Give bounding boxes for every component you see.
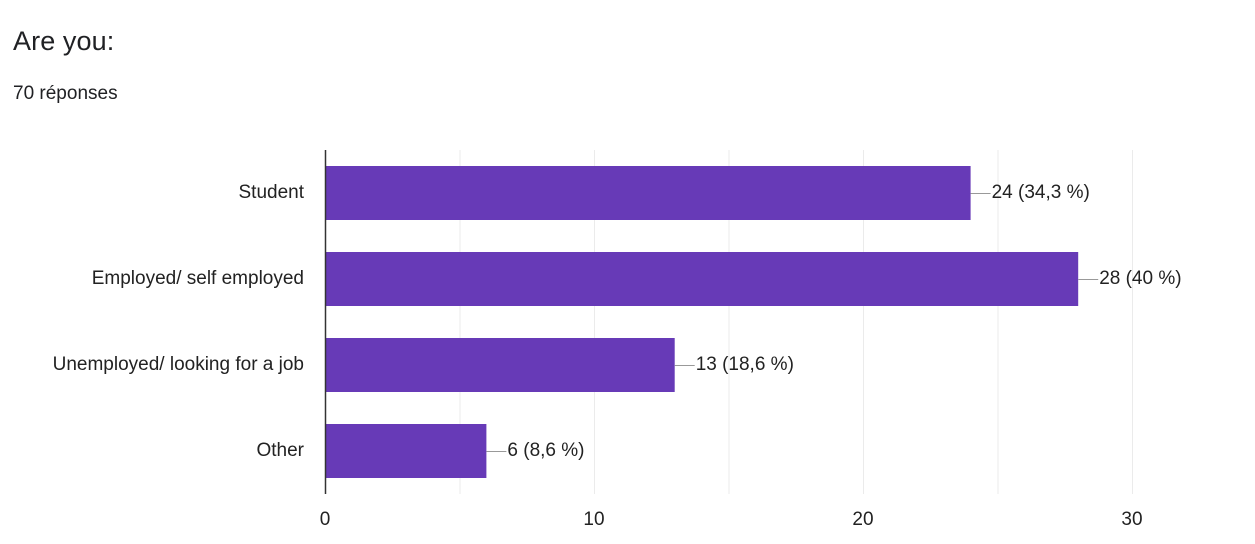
category-label: Other [256,440,304,461]
category-label: Employed/ self employed [92,268,304,289]
data-label: 28 (40 %) [1099,268,1181,289]
data-label: 6 (8,6 %) [507,440,584,461]
bar [325,252,1079,306]
category-label: Student [239,182,305,203]
category-label: Unemployed/ looking for a job [53,354,304,375]
response-count: 70 réponses [13,83,118,104]
bar [325,338,675,392]
bar [325,166,971,220]
x-tick-label: 10 [583,509,604,530]
data-label: 13 (18,6 %) [696,354,794,375]
x-tick-label: 0 [320,509,331,530]
x-tick-label: 30 [1121,509,1142,530]
bar [325,424,487,478]
x-tick-label: 20 [852,509,873,530]
data-label: 24 (34,3 %) [992,182,1090,203]
question-title: Are you: [13,26,115,56]
